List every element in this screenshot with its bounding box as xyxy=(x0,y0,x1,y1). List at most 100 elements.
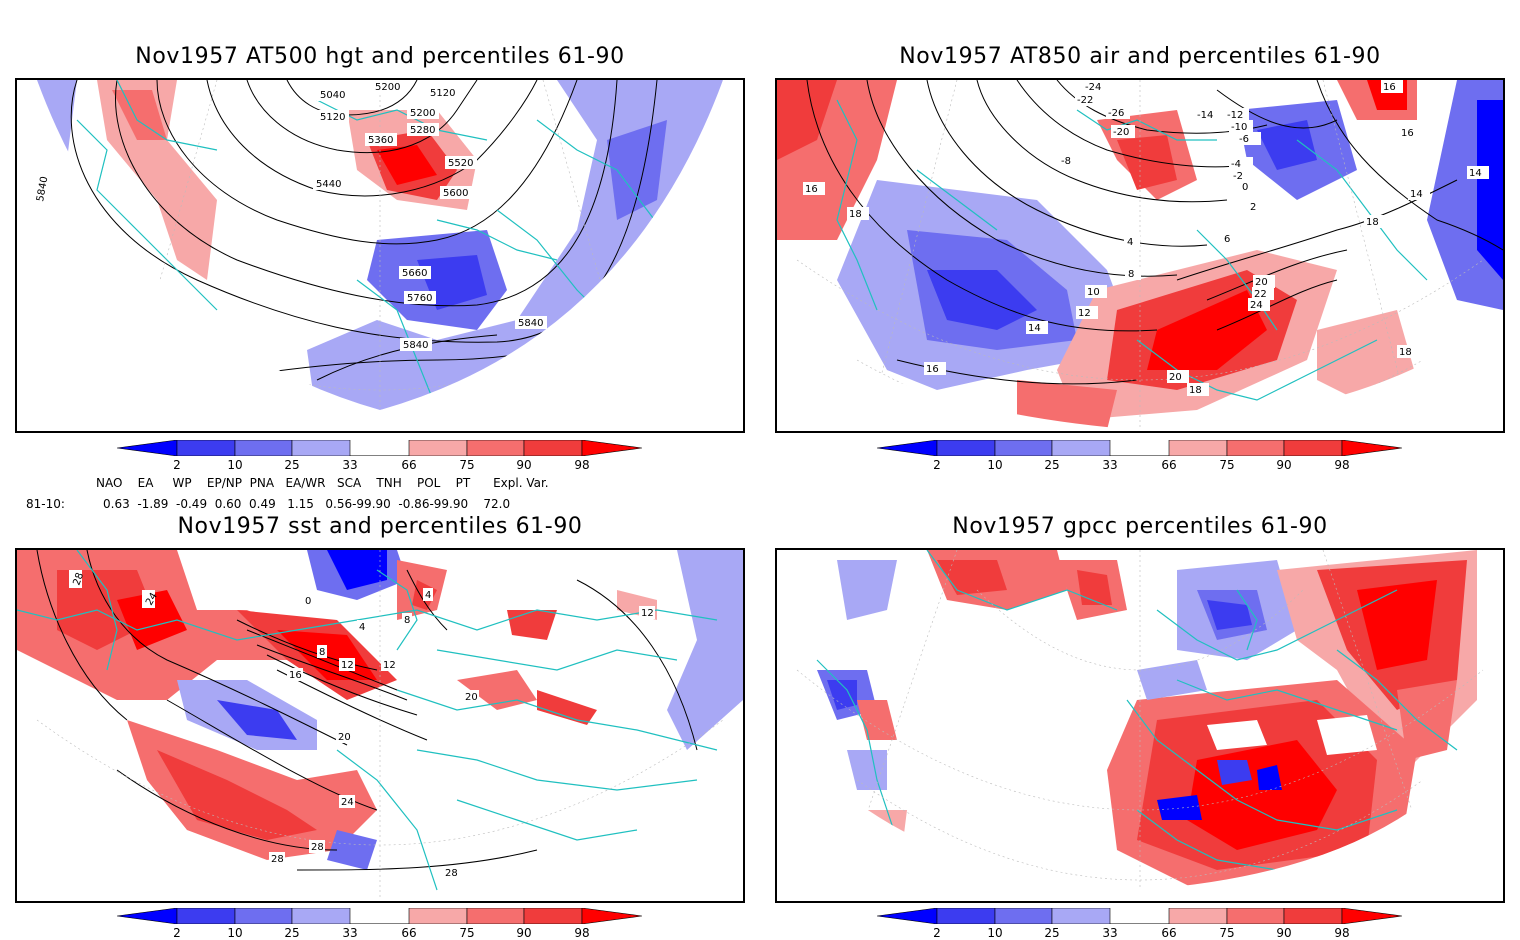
contour-label: 18 xyxy=(849,209,862,220)
colorbar-tick: 33 xyxy=(1102,458,1118,472)
colorbar-segment xyxy=(994,907,1053,925)
contour-label: 5840 xyxy=(403,340,428,351)
contour-label: 14 xyxy=(1469,168,1482,179)
contour-label: -8 xyxy=(1061,156,1071,167)
map-panel-sst: 28 24 0 4 4 8 8 12 12 16 20 20 24 28 28 … xyxy=(15,548,745,903)
contour-label: 5440 xyxy=(316,179,341,190)
contour-label: 5280 xyxy=(410,125,435,136)
colorbar-segment xyxy=(408,907,468,925)
colorbar-segment xyxy=(466,439,525,457)
colorbar-tick: 2 xyxy=(173,926,181,940)
contour-label: 28 xyxy=(271,854,284,865)
contour-label: -14 xyxy=(1197,110,1213,121)
colorbar-segment xyxy=(581,907,643,925)
contour-label: -20 xyxy=(1113,127,1129,138)
contour-label: 5120 xyxy=(320,112,345,123)
contour-label: 8 xyxy=(319,647,325,658)
contour-label: 16 xyxy=(1401,128,1414,139)
contour-label: -24 xyxy=(1085,82,1101,93)
contour-label: -26 xyxy=(1108,108,1124,119)
colorbar-tick: 66 xyxy=(401,458,417,472)
contour-label: 16 xyxy=(805,184,818,195)
contour-label: 16 xyxy=(1383,82,1396,93)
colorbar-segment xyxy=(994,439,1053,457)
colorbar-segment xyxy=(176,439,236,457)
colorbar-segment xyxy=(1341,439,1403,457)
contour-label: 14 xyxy=(1028,323,1041,334)
contour-label: 5660 xyxy=(402,268,427,279)
colorbar-tick: 2 xyxy=(933,926,941,940)
colorbar-tick: 33 xyxy=(342,926,358,940)
contour-label: 4 xyxy=(1127,237,1133,248)
contour-label: -10 xyxy=(1231,122,1247,133)
contour-label: 5600 xyxy=(443,188,468,199)
colorbar-segment xyxy=(1226,439,1285,457)
panel-title-hgt500: Nov1957 AT500 hgt and percentiles 61-90 xyxy=(135,44,625,69)
map-panel-air850: -24 -22 -26 -20 -14 -12 -10 -8 -6 -4 -2 … xyxy=(775,78,1505,433)
contour-label: 5120 xyxy=(430,88,455,99)
colorbar-tick: 90 xyxy=(1276,458,1292,472)
contour-label: 0 xyxy=(305,596,311,607)
contour-label: 2 xyxy=(1250,202,1256,213)
colorbar-tick: 25 xyxy=(1044,458,1060,472)
colorbar-segment xyxy=(1168,907,1228,925)
colorbar-segment xyxy=(1051,439,1111,457)
colorbar-tick: 25 xyxy=(284,926,300,940)
contour-label: 20 xyxy=(1255,277,1268,288)
indices-row-label: 81-10: xyxy=(26,497,65,511)
colorbar-segment xyxy=(1168,439,1228,457)
colorbar-segment xyxy=(1226,907,1285,925)
colorbar-tick: 33 xyxy=(342,458,358,472)
colorbar-hgt500: 2 10 25 33 66 75 90 98 xyxy=(116,439,643,474)
contour-label: 6 xyxy=(1224,234,1230,245)
colorbar-segment xyxy=(408,439,468,457)
contour-label: 22 xyxy=(1254,289,1267,300)
colorbar-tick: 90 xyxy=(1276,926,1292,940)
colorbar-tick: 10 xyxy=(227,458,243,472)
colorbar-tick: 98 xyxy=(1334,926,1350,940)
colorbar-air850: 2 10 25 33 66 75 90 98 xyxy=(876,439,1403,474)
colorbar-segment xyxy=(466,907,525,925)
contour-label: 20 xyxy=(465,692,478,703)
contour-label: 5200 xyxy=(375,82,400,93)
contour-label: 5760 xyxy=(407,293,432,304)
colorbar-tick: 10 xyxy=(987,458,1003,472)
colorbar-segment xyxy=(234,439,293,457)
colorbar-tick: 25 xyxy=(284,458,300,472)
contour-label: -4 xyxy=(1231,159,1241,170)
colorbar-tick: 98 xyxy=(574,926,590,940)
contour-label: 28 xyxy=(311,842,324,853)
map-panel-gpcc xyxy=(775,548,1505,903)
indices-header: NAO EA WP EP/NP PNA EA/WR SCA TNH POL PT… xyxy=(96,476,549,490)
colorbar-tick: 66 xyxy=(1161,926,1177,940)
panel-title-air850: Nov1957 AT850 air and percentiles 61-90 xyxy=(899,44,1381,69)
panel-title-sst: Nov1957 sst and percentiles 61-90 xyxy=(177,514,583,539)
colorbar-tick: 2 xyxy=(933,458,941,472)
colorbar-tick: 98 xyxy=(574,458,590,472)
contour-label: 24 xyxy=(341,797,354,808)
contour-label: 28 xyxy=(71,571,86,587)
contour-label: 5840 xyxy=(35,176,50,203)
contour-label: 5040 xyxy=(320,90,345,101)
colorbar-segment xyxy=(291,439,351,457)
colorbar-tick: 10 xyxy=(987,926,1003,940)
colorbar-tick: 75 xyxy=(459,458,475,472)
contour-label: 18 xyxy=(1189,385,1202,396)
contour-label: 4 xyxy=(425,590,431,601)
contour-label: 16 xyxy=(926,364,939,375)
colorbar-segment xyxy=(1051,907,1111,925)
colorbar-tick: 75 xyxy=(1219,926,1235,940)
colorbar-segment xyxy=(876,439,938,457)
colorbar-gpcc: 2 10 25 33 66 75 90 98 xyxy=(876,907,1403,940)
colorbar-tick: 75 xyxy=(459,926,475,940)
colorbar-segment xyxy=(876,907,938,925)
contour-label: 24 xyxy=(1250,300,1263,311)
contour-label: 12 xyxy=(1078,308,1091,319)
contour-label: 0 xyxy=(1242,182,1248,193)
colorbar-segment xyxy=(936,439,996,457)
colorbar-segment xyxy=(1283,439,1343,457)
colorbar-tick: 33 xyxy=(1102,926,1118,940)
colorbar-segment xyxy=(234,907,293,925)
colorbar-segment xyxy=(523,439,583,457)
contour-label: 5200 xyxy=(410,108,435,119)
